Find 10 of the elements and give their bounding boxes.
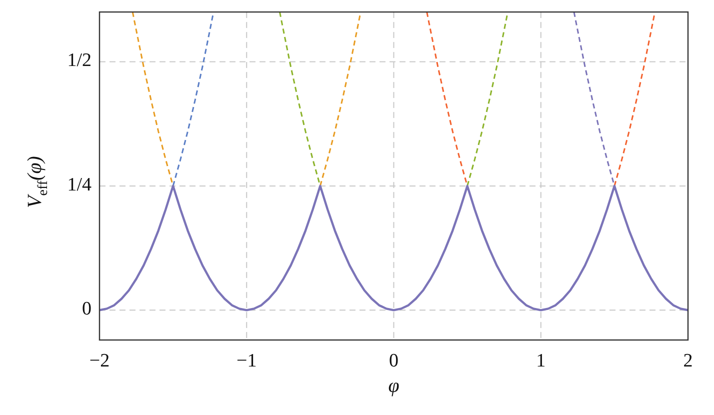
- y-tick-label: 1/4: [67, 174, 92, 196]
- x-tick-label: −2: [89, 350, 110, 372]
- x-axis-title: φ: [388, 374, 400, 397]
- line-series: [100, 184, 688, 312]
- x-tick-label: 1: [536, 350, 546, 372]
- x-tick-label: 2: [683, 350, 693, 372]
- x-tick-label: 0: [389, 350, 398, 372]
- x-tick-label: −1: [236, 350, 257, 372]
- y-tick-label: 0: [82, 298, 92, 320]
- y-tick-label: 1/2: [67, 50, 92, 72]
